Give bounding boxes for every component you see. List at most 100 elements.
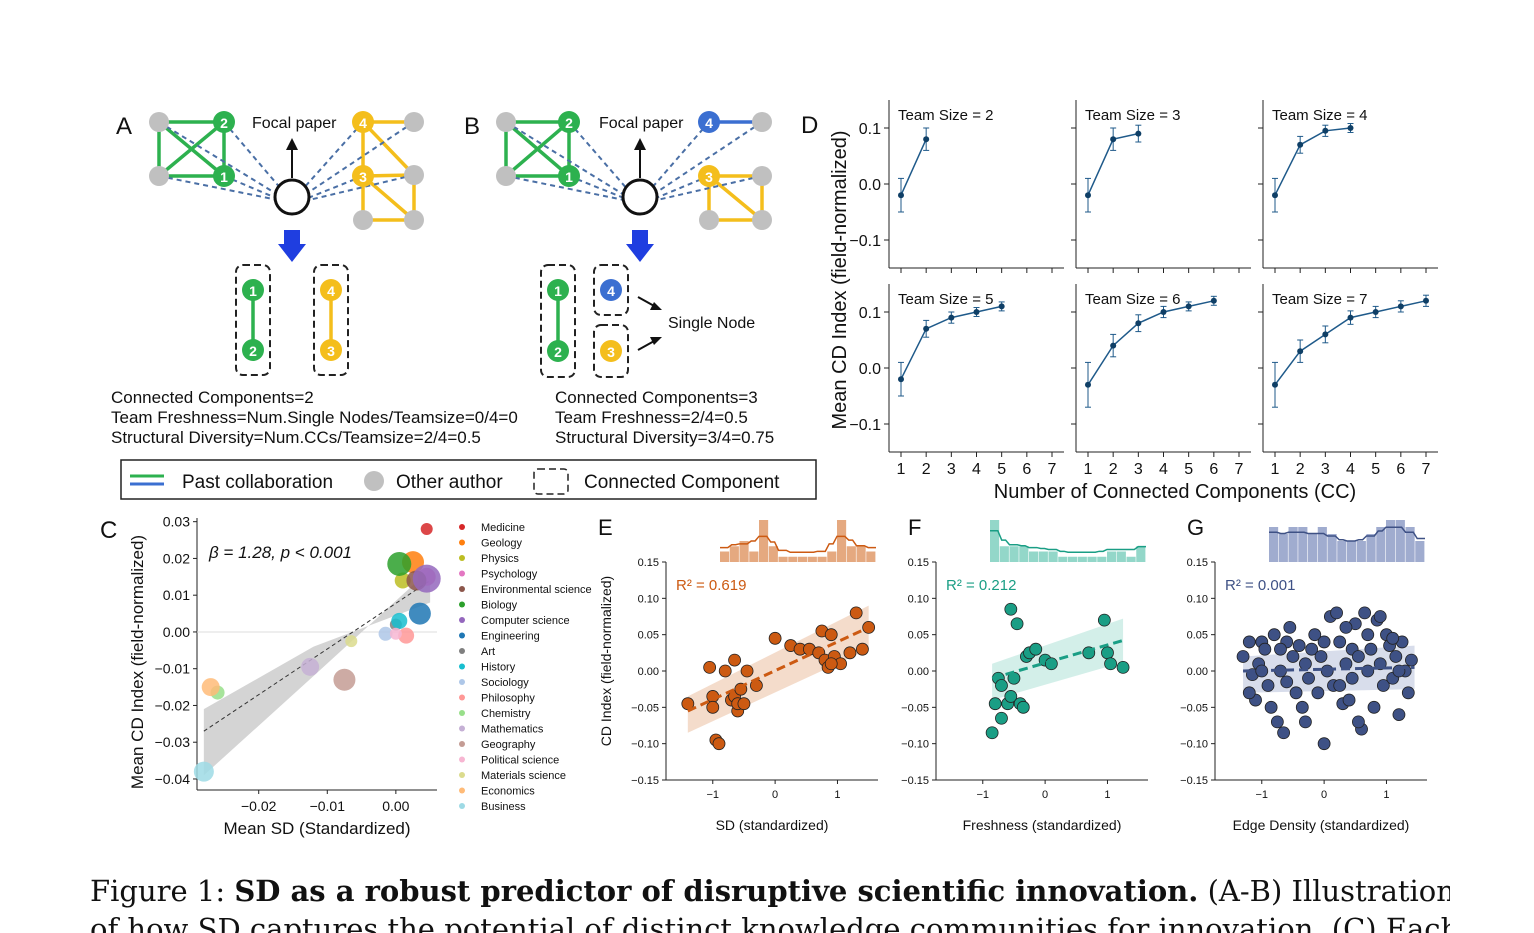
d-xtick-label: 6: [1396, 461, 1405, 478]
histogram-bar: [739, 541, 749, 562]
data-point: [706, 700, 720, 714]
c-ytick-label: 0.03: [163, 514, 190, 530]
c-legend-marker: [459, 710, 465, 716]
ytick-label: −0.05: [901, 702, 929, 714]
c-legend-label: Biology: [481, 600, 518, 612]
histogram-bar: [720, 551, 730, 562]
histogram-bar: [1278, 534, 1288, 562]
data-point: [1286, 650, 1300, 663]
data-point: [1010, 617, 1024, 631]
panel-label-f: F: [908, 515, 921, 540]
svg-text:2: 2: [249, 343, 257, 359]
ytick-label: −0.15: [631, 775, 659, 787]
c-legend-marker: [459, 601, 465, 608]
annotation: R² = 0.001: [1225, 577, 1295, 594]
c-legend-label: Chemistry: [481, 708, 531, 720]
svg-text:4: 4: [607, 283, 615, 299]
d-xtick-label: 3: [1134, 461, 1143, 478]
data-point: [1311, 686, 1325, 700]
panel-a-line-2: Team Freshness=Num.Single Nodes/Teamsize…: [111, 408, 518, 427]
d-data-point: [998, 303, 1005, 310]
d-ytick-label: 0.0: [859, 361, 881, 378]
d-data-point: [898, 192, 904, 199]
data-point: [1320, 664, 1334, 678]
d-xtick-label: 4: [1346, 461, 1355, 478]
histogram-kde: [720, 535, 876, 553]
c-data-point: [333, 668, 356, 691]
d-xtick-label: 7: [1235, 461, 1244, 478]
ytick-label: 0.10: [638, 593, 659, 605]
histogram-bar: [1386, 520, 1396, 562]
histogram-bar: [807, 556, 817, 562]
data-point: [1029, 642, 1043, 656]
d-data-point: [1423, 297, 1429, 304]
panel-a-line-1: Connected Components=2: [111, 388, 314, 407]
focal-paper-label-a: Focal paper: [252, 115, 337, 132]
diagram-legend: Past collaboration Other author Connecte…: [120, 459, 817, 500]
c-ytick-label: 0.00: [163, 624, 190, 640]
svg-text:3: 3: [359, 169, 367, 185]
panel-b-line-3: Structural Diversity=3/4=0.75: [555, 428, 774, 447]
c-legend-label: Medicine: [481, 522, 525, 534]
data-point: [1361, 628, 1375, 642]
panel-a-line-3: Structural Diversity=Num.CCs/Teamsize=2/…: [111, 428, 481, 447]
xtick-label: 0: [1321, 789, 1327, 801]
data-point: [1330, 606, 1343, 620]
d-xtick-label: 2: [1296, 461, 1305, 478]
d-xtick-label: 7: [1422, 461, 1431, 478]
c-ytick-label: −0.03: [155, 734, 191, 750]
c-legend-marker: [459, 524, 465, 530]
c-data-point: [201, 678, 220, 697]
d-ytick-label: 0.1: [859, 121, 881, 138]
d-xtick-label: 2: [922, 461, 931, 478]
panel-label-c: C: [100, 517, 117, 544]
histogram-bar: [1116, 551, 1126, 562]
d-series-line: [1087, 300, 1214, 386]
xtick-label: 1: [834, 789, 840, 801]
data-point: [1016, 700, 1030, 714]
d-data-point: [1085, 192, 1091, 199]
xtick-label: −1: [706, 789, 719, 801]
data-point: [1236, 650, 1250, 663]
ytick-label: −0.15: [1180, 775, 1208, 787]
data-point: [1289, 686, 1303, 700]
data-point: [1352, 715, 1365, 729]
svg-text:2: 2: [554, 344, 562, 360]
svg-text:3: 3: [607, 344, 615, 360]
panel-g-chart: G 0.15 0.10 0.05 0.00 −0.05 −0.10 −0.15 −1 0 1 Edg…: [1180, 515, 1427, 833]
data-point: [849, 606, 863, 620]
c-legend-marker: [459, 663, 465, 670]
data-point: [1386, 631, 1400, 645]
confidence-band: [992, 618, 1124, 701]
d-xtick-label: 1: [1271, 461, 1280, 478]
c-legend-marker: [459, 586, 465, 592]
data-point: [1242, 635, 1256, 649]
data-point: [1333, 679, 1347, 692]
data-point: [1004, 602, 1018, 616]
svg-text:1: 1: [249, 283, 257, 299]
d-data-point: [1160, 309, 1167, 315]
c-data-point: [378, 626, 393, 641]
data-point: [985, 726, 999, 740]
d-xtick-label: 1: [897, 461, 906, 478]
d-subplot-title: Team Size = 5: [898, 291, 993, 308]
histogram-bar: [1337, 541, 1347, 562]
data-point: [1101, 646, 1114, 660]
histogram-bar: [759, 520, 769, 562]
data-point: [740, 664, 754, 678]
data-point: [1376, 679, 1390, 692]
fit-line: [991, 639, 1124, 680]
data-point: [1345, 671, 1359, 685]
histogram-bar: [1366, 534, 1376, 562]
svg-text:1: 1: [220, 169, 228, 185]
c-data-point: [412, 564, 441, 593]
c-data-point: [408, 602, 431, 625]
d-xtick-label: 7: [1048, 461, 1057, 478]
c-legend-marker: [459, 741, 465, 747]
data-point: [768, 631, 782, 645]
histogram-bar: [1038, 551, 1048, 562]
d-data-point: [1110, 136, 1117, 143]
panel-label-g: G: [1187, 515, 1204, 540]
data-point: [1116, 660, 1130, 674]
c-legend-marker: [459, 539, 465, 546]
